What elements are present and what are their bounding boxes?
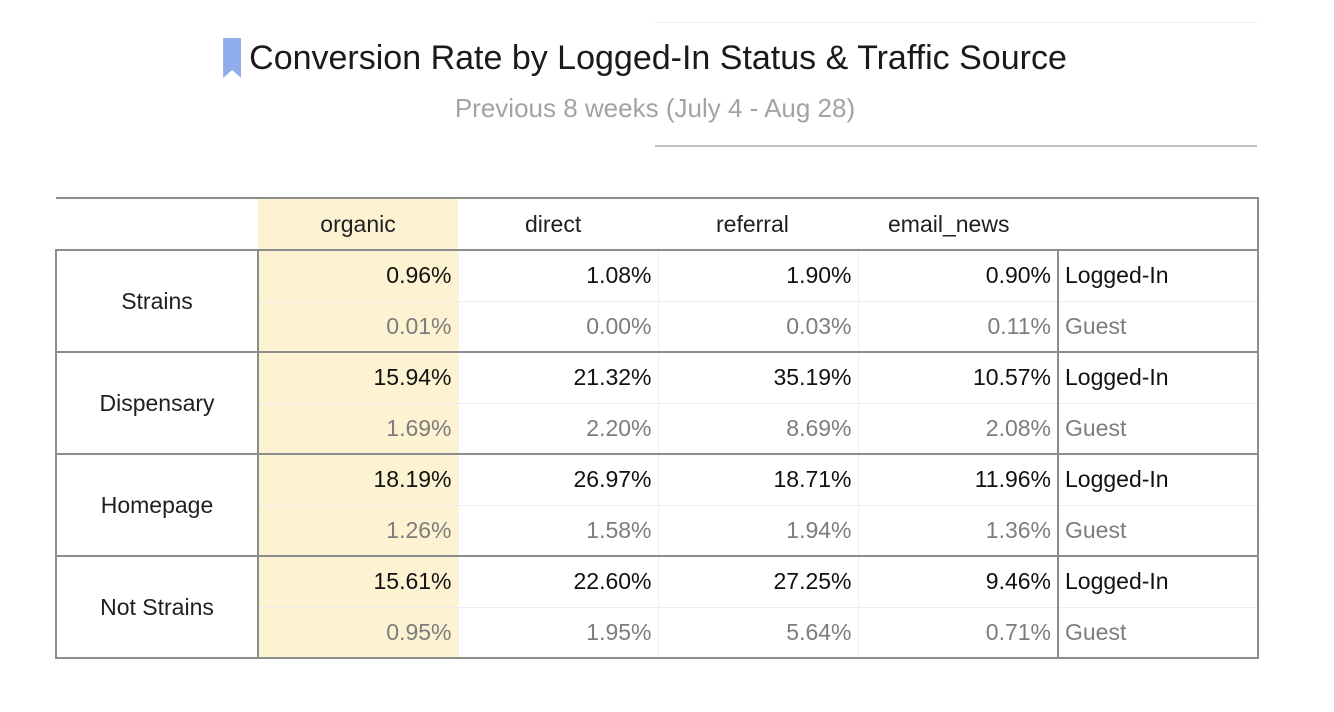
table-cell: 11.96% — [858, 454, 1059, 506]
table-cell: 10.57% — [858, 352, 1059, 404]
table-row: 1.69% 2.20% 8.69% 2.08% Guest — [56, 403, 1259, 455]
column-header-organic[interactable]: organic — [258, 197, 458, 251]
status-label: Logged-In — [1058, 556, 1259, 608]
chart-header: Conversion Rate by Logged-In Status & Tr… — [0, 38, 1290, 124]
table-row: 1.26% 1.58% 1.94% 1.36% Guest — [56, 505, 1259, 557]
status-label: Guest — [1058, 607, 1259, 659]
header-row: organic direct referral email_news — [56, 197, 1259, 251]
table-cell: 1.69% — [258, 403, 459, 455]
table-cell: 0.71% — [858, 607, 1059, 659]
table-row: Strains 0.96% 1.08% 1.90% 0.90% Logged-I… — [55, 250, 1259, 353]
bookmark-icon[interactable] — [223, 38, 242, 78]
corner-cell — [56, 197, 258, 251]
table-cell: 1.26% — [258, 505, 459, 557]
table-row: Not Strains 15.61% 22.60% 27.25% 9.46% L… — [55, 556, 1259, 659]
status-label: Guest — [1058, 301, 1259, 353]
subtitle-divider — [655, 145, 1257, 147]
table-cell: 1.36% — [858, 505, 1059, 557]
status-column-header — [1058, 197, 1259, 251]
table-cell: 2.20% — [458, 403, 659, 455]
table-cell: 18.19% — [258, 454, 459, 506]
row-group-label: Homepage — [55, 454, 259, 557]
table-cell: 1.90% — [658, 250, 859, 302]
table-cell: 0.90% — [858, 250, 1059, 302]
conversion-table: organic direct referral email_news Strai… — [55, 197, 1259, 659]
status-label: Logged-In — [1058, 250, 1259, 302]
table-cell: 0.11% — [858, 301, 1059, 353]
table-cell: 35.19% — [658, 352, 859, 404]
top-divider — [655, 22, 1257, 23]
status-label: Logged-In — [1058, 352, 1259, 404]
table-cell: 9.46% — [858, 556, 1059, 608]
status-label: Guest — [1058, 505, 1259, 557]
table-cell: 0.03% — [658, 301, 859, 353]
table-cell: 0.95% — [258, 607, 459, 659]
table-cell: 1.94% — [658, 505, 859, 557]
table-cell: 1.58% — [458, 505, 659, 557]
title-row: Conversion Rate by Logged-In Status & Tr… — [223, 38, 1067, 78]
table-cell: 0.96% — [258, 250, 459, 302]
table-row: Homepage 18.19% 26.97% 18.71% 11.96% Log… — [55, 454, 1259, 557]
page-subtitle: Previous 8 weeks (July 4 - Aug 28) — [454, 93, 856, 123]
table-cell: 8.69% — [658, 403, 859, 455]
table-cell: 26.97% — [458, 454, 659, 506]
table-row: Dispensary 15.94% 21.32% 35.19% 10.57% L… — [55, 352, 1259, 455]
status-label: Guest — [1058, 403, 1259, 455]
table-cell: 5.64% — [658, 607, 859, 659]
table-row: 0.95% 1.95% 5.64% 0.71% Guest — [56, 607, 1259, 659]
table-cell: 0.01% — [258, 301, 459, 353]
column-header-referral[interactable]: referral — [658, 197, 858, 251]
table-row: 0.01% 0.00% 0.03% 0.11% Guest — [56, 301, 1259, 353]
row-group-label: Dispensary — [55, 352, 259, 455]
table-cell: 0.00% — [458, 301, 659, 353]
column-header-email-news[interactable]: email_news — [858, 197, 1058, 251]
table-cell: 2.08% — [858, 403, 1059, 455]
table-cell: 27.25% — [658, 556, 859, 608]
table-cell: 22.60% — [458, 556, 659, 608]
table-cell: 21.32% — [458, 352, 659, 404]
table-cell: 15.61% — [258, 556, 459, 608]
table-cell: 1.08% — [458, 250, 659, 302]
table-cell: 15.94% — [258, 352, 459, 404]
table-cell: 18.71% — [658, 454, 859, 506]
table-cell: 1.95% — [458, 607, 659, 659]
row-group-label: Not Strains — [55, 556, 259, 659]
column-header-direct[interactable]: direct — [458, 197, 658, 251]
status-label: Logged-In — [1058, 454, 1259, 506]
page-title: Conversion Rate by Logged-In Status & Tr… — [249, 38, 1067, 77]
row-group-label: Strains — [55, 250, 259, 353]
